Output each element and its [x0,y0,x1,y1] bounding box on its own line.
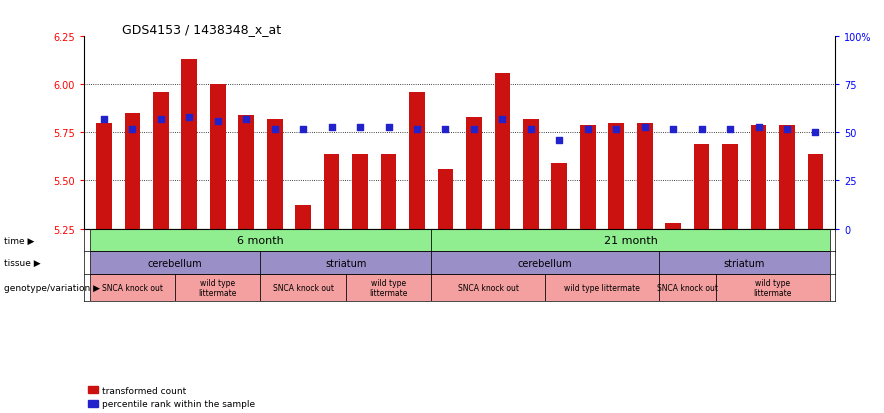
Bar [96,123,111,229]
Bar [295,206,311,229]
Bar [694,145,710,229]
Bar [175,275,261,301]
Bar [659,252,830,275]
Point [523,126,537,133]
Point [296,126,310,133]
Bar [409,93,425,229]
Bar [89,252,261,275]
Text: wild type
littermate: wild type littermate [370,278,408,298]
Point [666,126,680,133]
Bar [716,275,830,301]
Bar [580,126,596,229]
Point [609,126,623,133]
Text: cerebellum: cerebellum [148,258,202,268]
Text: SNCA knock out: SNCA knock out [102,283,163,292]
Bar [346,275,431,301]
Text: striatum: striatum [724,258,765,268]
Bar [267,120,283,229]
Bar [181,60,197,229]
Point [637,124,652,131]
Bar [261,275,346,301]
Text: SNCA knock out: SNCA knock out [657,283,718,292]
Text: wild type
littermate: wild type littermate [199,278,237,298]
Point [210,118,225,125]
Point [751,124,766,131]
Point [723,126,737,133]
Bar [261,252,431,275]
Point [495,116,509,123]
Bar [666,223,681,229]
Point [808,130,822,136]
Bar [381,154,396,229]
Text: 6 month: 6 month [237,235,284,245]
Text: tissue ▶: tissue ▶ [4,259,41,268]
Text: GDS4153 / 1438348_x_at: GDS4153 / 1438348_x_at [122,23,281,36]
Text: wild type
littermate: wild type littermate [753,278,792,298]
Text: genotype/variation ▶: genotype/variation ▶ [4,283,101,292]
Text: 21 month: 21 month [604,235,658,245]
Bar [438,169,453,229]
Point [581,126,595,133]
Point [182,114,196,121]
Bar [636,123,652,229]
Text: SNCA knock out: SNCA knock out [458,283,519,292]
Bar [545,275,659,301]
Point [126,126,140,133]
Text: time ▶: time ▶ [4,236,34,245]
Point [695,126,709,133]
Text: cerebellum: cerebellum [518,258,572,268]
Bar [210,85,225,229]
Point [382,124,396,131]
Point [410,126,424,133]
Text: SNCA knock out: SNCA knock out [272,283,333,292]
Bar [125,114,141,229]
Bar [89,275,175,301]
Point [552,138,567,144]
Bar [324,154,339,229]
Bar [552,164,568,229]
Bar [239,116,254,229]
Bar [153,93,169,229]
Bar [431,275,545,301]
Bar [659,275,716,301]
Bar [89,229,431,252]
Bar [779,126,795,229]
Bar [751,126,766,229]
Bar [431,252,659,275]
Legend: transformed count, percentile rank within the sample: transformed count, percentile rank withi… [88,386,255,408]
Text: striatum: striatum [325,258,367,268]
Point [240,116,254,123]
Bar [466,118,482,229]
Bar [523,120,538,229]
Point [780,126,794,133]
Point [268,126,282,133]
Bar [431,229,830,252]
Point [324,124,339,131]
Bar [722,145,738,229]
Point [154,116,168,123]
Bar [808,154,823,229]
Point [438,126,453,133]
Text: wild type littermate: wild type littermate [564,283,640,292]
Point [353,124,367,131]
Point [97,116,111,123]
Bar [608,123,624,229]
Point [467,126,481,133]
Bar [494,74,510,229]
Bar [352,154,368,229]
